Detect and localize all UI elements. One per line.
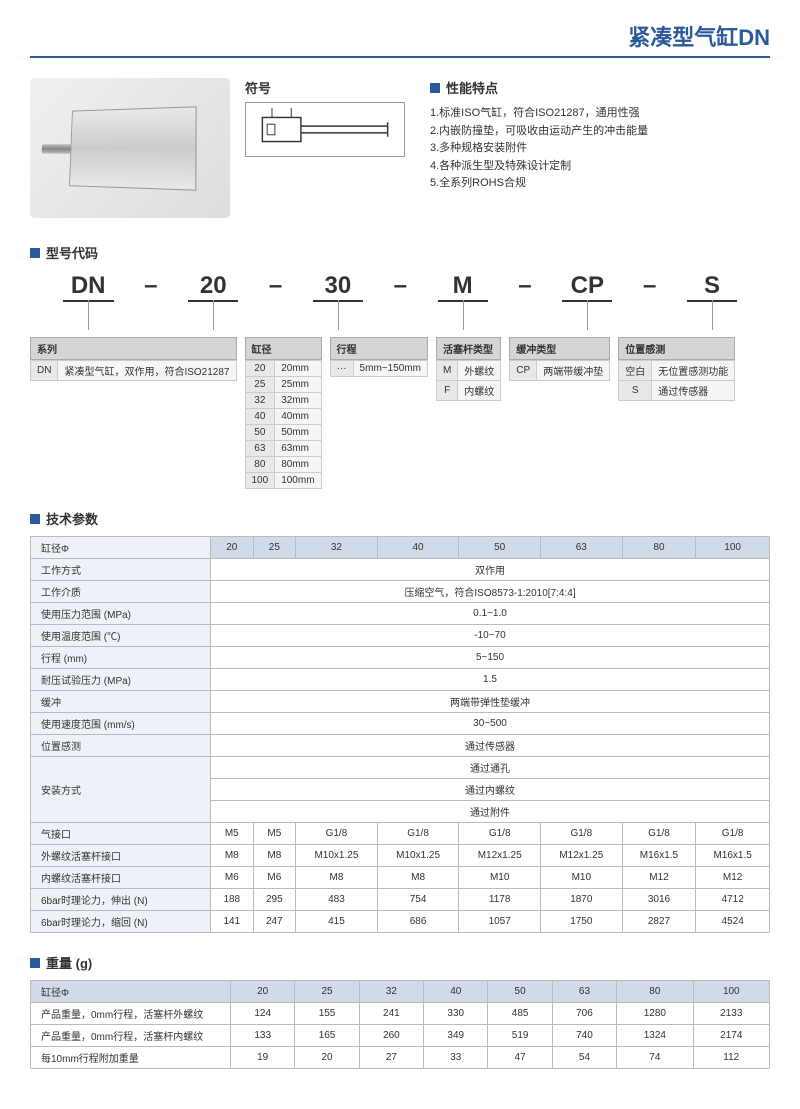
code-table-series: 系列DN紧凑型气缸，双作用，符合ISO21287	[30, 337, 237, 489]
code-table-sensor: 位置感测空白无位置感测功能S通过传感器	[618, 337, 735, 489]
feature-item: 1.标准ISO气缸，符合ISO21287，通用性强	[430, 105, 770, 123]
weight-table: 缸径Φ20253240506380100产品重量，0mm行程，活塞杆外螺纹124…	[30, 980, 770, 1069]
code-piston: M	[438, 272, 488, 302]
code-cushion: CP	[562, 272, 612, 302]
model-code-section: 型号代码 DN – 20 – 30 – M – CP – S 系列DN紧凑型气缸…	[30, 243, 770, 489]
weight-title: 重量 (g)	[46, 953, 92, 972]
product-image	[30, 78, 230, 218]
spec-section: 技术参数 缸径Φ20253240506380100工作方式双作用工作介质压缩空气…	[30, 509, 770, 933]
feature-item: 2.内嵌防撞垫，可吸收由运动产生的冲击能量	[430, 123, 770, 141]
code-table-piston: 活塞杆类型M外螺纹F内螺纹	[436, 337, 501, 489]
code-table-cushion: 缓冲类型CP两端带缓冲垫	[509, 337, 610, 489]
code-tables: 系列DN紧凑型气缸，双作用，符合ISO21287缸径2020mm2525mm32…	[30, 337, 770, 489]
code-sensor: S	[687, 272, 737, 302]
spec-title: 技术参数	[46, 509, 98, 528]
page-title: 紧凑型气缸DN	[30, 20, 770, 52]
feature-item: 3.多种规格安装附件	[430, 140, 770, 158]
top-section: 符号 性能特点 1.标准ISO气缸，符合ISO21287，通用性强 2.内嵌防撞…	[30, 78, 770, 218]
feature-item: 5.全系列ROHS合规	[430, 175, 770, 193]
page-header: 紧凑型气缸DN	[30, 20, 770, 58]
code-table-stroke: 行程···5mm~150mm	[330, 337, 428, 489]
features-title: 性能特点	[446, 78, 498, 97]
code-table-bore: 缸径2020mm2525mm3232mm4040mm5050mm6363mm80…	[245, 337, 322, 489]
code-bore: 20	[188, 272, 238, 302]
code-display: DN – 20 – 30 – M – CP – S	[30, 272, 770, 302]
features: 性能特点 1.标准ISO气缸，符合ISO21287，通用性强 2.内嵌防撞垫，可…	[430, 78, 770, 193]
code-stroke: 30	[313, 272, 363, 302]
symbol-diagram	[245, 102, 405, 157]
symbol-label: 符号	[245, 78, 415, 97]
model-title: 型号代码	[46, 243, 98, 262]
code-series: DN	[63, 272, 114, 302]
features-list: 1.标准ISO气缸，符合ISO21287，通用性强 2.内嵌防撞垫，可吸收由运动…	[430, 105, 770, 193]
feature-item: 4.各种派生型及特殊设计定制	[430, 158, 770, 176]
weight-section: 重量 (g) 缸径Φ20253240506380100产品重量，0mm行程，活塞…	[30, 953, 770, 1069]
spec-table: 缸径Φ20253240506380100工作方式双作用工作介质压缩空气，符合IS…	[30, 536, 770, 933]
symbol-box: 符号	[245, 78, 415, 160]
